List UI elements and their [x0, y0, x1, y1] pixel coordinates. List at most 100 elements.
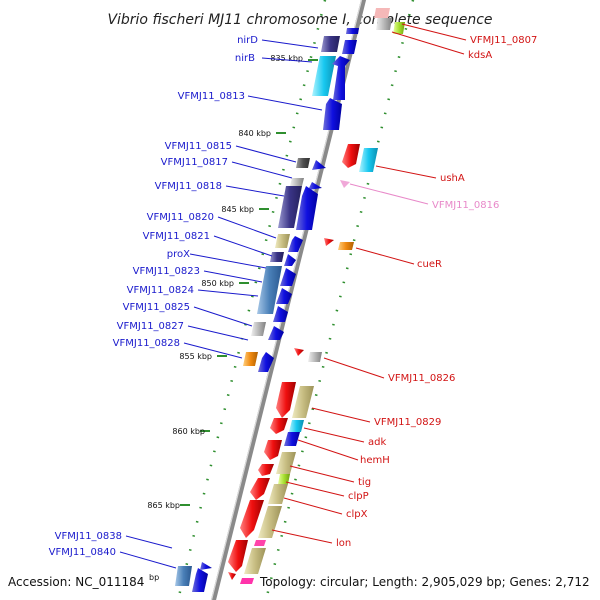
tick-label: 835 kbp — [270, 54, 303, 63]
tick-label: 840 kbp — [238, 129, 271, 138]
gene-VFMJ11_0817 — [312, 160, 326, 170]
gene-label[interactable]: lon — [336, 538, 351, 549]
gene-label[interactable]: VFMJ11_0818 — [155, 181, 222, 192]
left-leader-lines — [119, 39, 323, 569]
gene-label[interactable]: VFMJ11_0825 — [123, 302, 190, 313]
tick-label: 860 kbp — [172, 427, 205, 436]
gene-label[interactable]: VFMJ11_0816 — [432, 200, 499, 211]
gene-label[interactable]: nirD — [237, 35, 258, 46]
gene-label[interactable]: VFMJ11_0807 — [470, 35, 537, 46]
gene-lon-pink — [254, 540, 266, 546]
gene-label[interactable]: VFMJ11_0829 — [374, 417, 441, 428]
gene-nirB-2 — [332, 56, 350, 100]
gene-nirD — [321, 36, 340, 52]
bp-unit: bp — [149, 573, 159, 582]
gene-label[interactable]: VFMJ11_0821 — [143, 231, 210, 242]
gene-VFMJ11_0807-grey — [376, 18, 392, 30]
gene-label[interactable]: adk — [368, 437, 386, 448]
gene-VFMJ11_0829 — [292, 386, 314, 418]
gene-adk — [289, 420, 304, 432]
gene-0828-b — [258, 352, 274, 372]
gene-label[interactable]: nirB — [235, 53, 255, 64]
gene-label[interactable]: VFMJ11_0823 — [133, 266, 200, 277]
gene-hemH-red — [264, 440, 282, 460]
gene-label[interactable]: VFMJ11_0820 — [147, 212, 214, 223]
gene-label[interactable]: VFMJ11_0815 — [165, 141, 232, 152]
gene-0829-red — [276, 382, 296, 418]
gene-label[interactable]: VFMJ11_0817 — [161, 157, 228, 168]
gene-VFMJ11_0807 — [393, 22, 405, 34]
gene-lon — [258, 506, 282, 538]
gene-label[interactable]: kdsA — [468, 50, 492, 61]
tick-label: 855 kbp — [179, 352, 212, 361]
outer-dotted-guide — [264, 0, 415, 600]
gene-label[interactable]: VFMJ11_0813 — [178, 91, 245, 102]
gene-label[interactable]: proX — [167, 249, 190, 260]
gene-nirB-arrow — [342, 40, 357, 54]
gene-0840-b — [200, 562, 212, 570]
gene-ushA — [359, 148, 378, 172]
gene-cueR-red — [324, 238, 334, 246]
gene-VFMJ11_0825 — [276, 288, 292, 304]
gene-VFMJ11_0821 — [288, 236, 303, 252]
tick-label: 865 kbp — [147, 501, 180, 510]
gene-VFMJ11_0815 — [296, 158, 310, 168]
gene-ushA-red — [342, 144, 360, 168]
gene-VFMJ11_0838 — [175, 566, 192, 586]
gene-clpP — [278, 474, 290, 484]
gene-label[interactable]: hemH — [360, 455, 390, 466]
reverse-strand-features — [228, 8, 405, 584]
gene-label[interactable]: ushA — [440, 173, 465, 184]
gene-label[interactable]: VFMJ11_0840 — [49, 547, 116, 558]
gene-nirB — [312, 56, 336, 96]
kbp-ticks — [180, 59, 318, 506]
gene-label[interactable]: VFMJ11_0826 — [388, 373, 455, 384]
gene-label[interactable]: clpP — [348, 491, 369, 502]
gene-0827-c — [268, 326, 284, 340]
gene-cueR — [338, 242, 354, 250]
gene-0827-b — [273, 306, 288, 322]
gene-adk-red — [270, 418, 288, 434]
gene-label[interactable]: clpX — [346, 509, 368, 520]
gene-kdsA — [374, 8, 390, 18]
gene-nirD-top — [346, 28, 359, 34]
gene-VFMJ11_0827 — [251, 322, 266, 336]
gene-blue-0818b — [296, 186, 318, 230]
tick-label: 850 kbp — [201, 279, 234, 288]
gene-VFMJ11_0828 — [243, 352, 258, 366]
inner-dotted-guide — [176, 0, 327, 600]
gene-VFMJ11_0820 — [275, 234, 290, 248]
map-title: Vibrio fischeri MJ11 chromosome I, compl… — [107, 12, 492, 28]
gene-lon-red — [240, 500, 264, 538]
gene-VFMJ11_0823 — [257, 266, 282, 314]
gene-clpX-red — [250, 478, 270, 500]
gene-proX — [270, 252, 284, 262]
gene-VFMJ11_0813 — [323, 98, 342, 130]
gene-label[interactable]: tig — [358, 477, 371, 488]
topology-text: Topology: circular; Length: 2,905,029 bp… — [259, 575, 590, 589]
gene-VFMJ11_0818 — [278, 186, 302, 228]
gene-label[interactable]: VFMJ11_0838 — [55, 531, 122, 542]
gene-VFMJ11_0826 — [308, 352, 322, 362]
gene-label[interactable]: VFMJ11_0827 — [117, 321, 184, 332]
gene-proX-b — [284, 254, 296, 266]
gene-lon-2 — [244, 548, 266, 574]
gene-bottom-red — [228, 572, 236, 580]
gene-label[interactable]: VFMJ11_0824 — [127, 285, 194, 296]
gene-hemH — [284, 432, 300, 446]
gene-label[interactable]: cueR — [417, 259, 442, 270]
tick-label: 845 kbp — [221, 205, 254, 214]
gene-label[interactable]: VFMJ11_0828 — [113, 338, 180, 349]
forward-strand-features — [175, 28, 359, 592]
gene-VFMJ11_0840 — [192, 568, 208, 592]
gene-tig — [276, 452, 296, 474]
gene-0826-red — [294, 348, 304, 356]
gene-clpX — [268, 484, 288, 504]
gene-blue-0818 — [308, 182, 322, 190]
gene-lon-red-2 — [228, 540, 248, 572]
gene-bottom-pink — [240, 578, 254, 584]
gene-tig-red — [258, 464, 274, 476]
gene-VFMJ11_0816 — [340, 180, 350, 188]
gene-grey-0818 — [290, 178, 304, 186]
